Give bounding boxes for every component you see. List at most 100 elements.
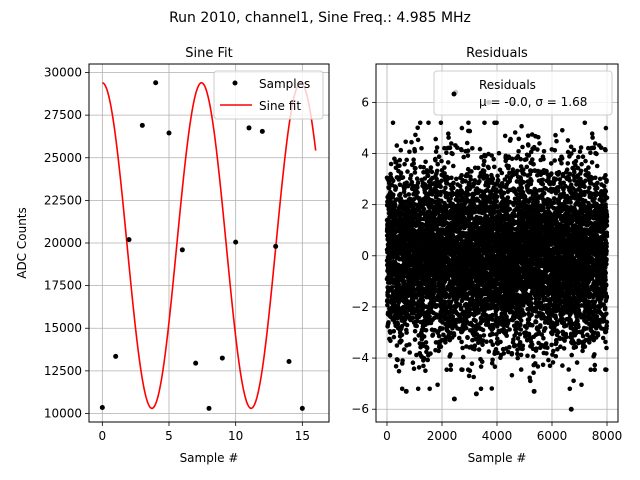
residual-point <box>446 135 451 140</box>
residual-point <box>439 158 444 164</box>
residual-point <box>388 330 393 335</box>
residual-point <box>407 149 412 155</box>
residual-point <box>467 368 473 374</box>
residual-point <box>451 185 456 191</box>
residual-point <box>410 360 416 366</box>
sample-point <box>259 128 265 134</box>
residual-point <box>471 374 477 380</box>
residual-point <box>517 332 523 337</box>
residual-point <box>421 334 427 339</box>
residual-point <box>428 165 434 170</box>
residual-point <box>478 386 484 392</box>
residual-point <box>459 125 465 131</box>
residual-point <box>423 159 428 165</box>
residual-point <box>412 337 418 342</box>
residual-point <box>501 351 507 356</box>
y-tick-label: 10000 <box>44 406 82 420</box>
residual-point <box>400 358 405 363</box>
sample-point <box>113 353 119 359</box>
residual-point <box>519 185 525 191</box>
residual-point <box>425 173 431 178</box>
y-tick-label: 27500 <box>44 108 82 122</box>
residual-point <box>386 186 392 191</box>
residual-point <box>448 352 453 357</box>
residual-point <box>395 321 401 327</box>
residual-point <box>446 131 451 136</box>
residual-point <box>469 361 475 367</box>
residual-point <box>444 150 449 155</box>
residual-point <box>410 315 416 321</box>
residual-point <box>454 176 459 182</box>
residual-point <box>449 141 454 146</box>
x-tick-label: 10 <box>228 429 243 443</box>
residual-point <box>391 192 396 198</box>
residual-point <box>414 323 420 329</box>
x-tick-label: 5 <box>165 429 173 443</box>
y-tick-label: 20000 <box>44 236 82 250</box>
residual-point <box>494 198 500 204</box>
residual-point <box>417 120 423 126</box>
residual-point <box>444 367 450 373</box>
residual-point <box>423 328 429 333</box>
residual-point <box>421 363 426 369</box>
residual-point <box>407 350 413 355</box>
residual-point <box>499 170 505 176</box>
residual-point <box>508 136 513 142</box>
residual-point <box>403 139 409 145</box>
residual-point <box>481 168 487 174</box>
residual-point <box>466 192 472 197</box>
sample-point <box>99 405 105 411</box>
residual-point <box>398 191 403 197</box>
residual-point <box>473 318 478 324</box>
residual-point <box>434 168 440 174</box>
residual-point <box>460 354 466 360</box>
residual-point <box>421 207 427 212</box>
y-tick-label: 30000 <box>44 66 82 80</box>
residual-point <box>482 120 487 126</box>
residual-point <box>398 147 404 153</box>
residual-point <box>457 183 463 189</box>
residual-point <box>481 333 487 338</box>
residual-point <box>459 147 464 153</box>
residual-point <box>478 364 484 369</box>
residual-point <box>414 176 420 181</box>
residual-point <box>397 157 403 163</box>
sine-fit-ticks: 0 5 10 151000012500150001750020000225002500… <box>44 66 310 443</box>
residual-point <box>440 326 445 331</box>
residual-point <box>492 164 497 170</box>
residual-point <box>388 338 393 344</box>
residual-point <box>464 140 470 146</box>
residual-point <box>399 332 405 338</box>
residual-point <box>390 178 396 184</box>
sine-fit-panel: Sine Fit 0 5 10 151000012500150001750020000… <box>15 46 330 465</box>
residual-point <box>416 365 422 370</box>
residual-point <box>394 143 400 148</box>
residual-point <box>492 364 498 370</box>
residual-point <box>408 173 414 178</box>
residuals-title: Residuals <box>466 46 528 61</box>
residual-point <box>412 328 418 334</box>
residual-point <box>406 192 412 197</box>
legend-sine-fit-label: Sine fit <box>259 99 301 113</box>
sine-fit-xlabel: Sample # <box>180 451 239 465</box>
residual-point <box>412 170 418 175</box>
residual-point <box>518 322 523 328</box>
residual-point <box>445 160 451 165</box>
residual-point <box>501 190 507 196</box>
residual-point <box>385 302 390 308</box>
residual-point <box>507 327 512 332</box>
legend-samples-label: Samples <box>259 77 310 91</box>
residual-point <box>516 149 521 154</box>
residual-point <box>465 148 471 153</box>
residual-point <box>438 344 444 349</box>
sample-point <box>126 237 132 243</box>
residual-point <box>426 120 431 126</box>
residual-point <box>392 299 397 305</box>
residual-point <box>409 139 414 145</box>
y-tick-label: 17500 <box>44 279 82 293</box>
sine-fit-ylabel: ADC Counts <box>15 207 29 279</box>
sample-point <box>179 247 185 253</box>
residual-point <box>502 133 508 139</box>
